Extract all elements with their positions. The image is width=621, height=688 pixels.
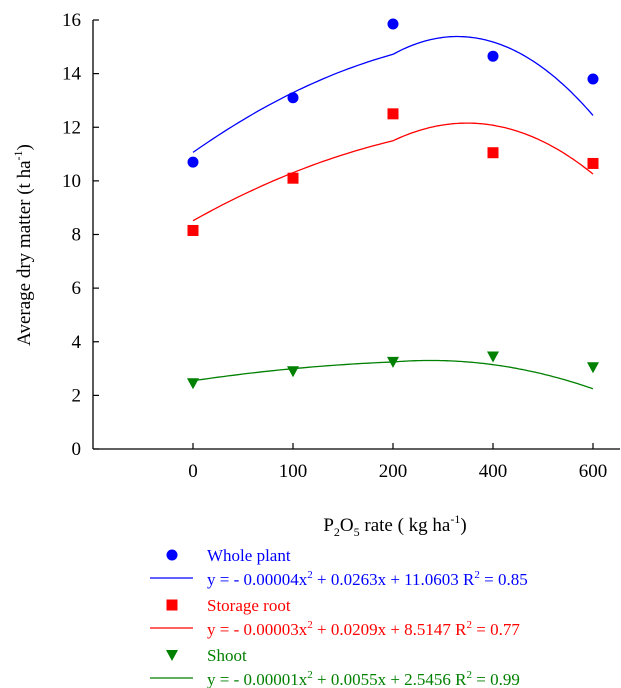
y-tick-label: 2: [72, 385, 82, 406]
data-point-whole-plant: [587, 73, 599, 85]
data-point-storage-root: [487, 147, 499, 159]
y-tick-label: 0: [72, 439, 82, 460]
x-tick-label: 400: [479, 461, 508, 482]
data-point-whole-plant: [187, 156, 199, 168]
data-point-shoot: [287, 366, 299, 378]
y-axis-label: Average dry matter (t ha-1): [11, 144, 35, 346]
x-tick-label: 600: [579, 461, 608, 482]
data-point-shoot: [487, 351, 499, 363]
y-tick-label: 8: [72, 225, 82, 246]
data-point-whole-plant: [487, 50, 499, 62]
legend-equation: y = - 0.00001x2 + 0.0055x + 2.5456 R2 = …: [207, 669, 520, 688]
fit-line-whole-plant: [192, 35, 594, 153]
fit-line-storage-root: [192, 122, 594, 222]
y-tick-label: 4: [72, 332, 82, 353]
legend-marker: [166, 599, 178, 611]
legend-label: Whole plant: [207, 546, 291, 565]
data-point-whole-plant: [287, 92, 299, 104]
data-point-storage-root: [587, 157, 599, 169]
x-tick-label: 0: [188, 461, 198, 482]
data-point-whole-plant: [387, 18, 399, 30]
fit-lines: [192, 35, 594, 390]
data-point-storage-root: [187, 224, 199, 236]
legend-marker: [166, 549, 178, 561]
y-tick-label: 14: [62, 64, 82, 85]
legend: Whole plant y = - 0.00004x2 + 0.0263x + 1…: [150, 546, 528, 688]
y-tick-label: 10: [62, 171, 81, 192]
x-axis-label: P2O5 rate ( kg ha-1): [323, 512, 466, 539]
x-tick-label: 200: [379, 461, 408, 482]
y-tick-label: 6: [72, 278, 82, 299]
data-point-shoot: [187, 378, 199, 390]
y-tick-label: 16: [62, 10, 81, 31]
legend-label: Storage root: [207, 596, 291, 615]
data-markers: [187, 18, 599, 390]
legend-equation: y = - 0.00004x2 + 0.0263x + 11.0603 R2 =…: [207, 569, 528, 589]
x-tick-label: 100: [279, 461, 308, 482]
data-point-shoot: [587, 362, 599, 374]
legend-label: Shoot: [207, 646, 247, 665]
y-tick-label: 12: [62, 117, 81, 138]
legend-equation: y = - 0.00003x2 + 0.0209x + 8.5147 R2 = …: [207, 619, 520, 639]
data-point-storage-root: [287, 172, 299, 184]
legend-marker: [166, 650, 178, 661]
data-point-storage-root: [387, 108, 399, 120]
data-point-shoot: [387, 356, 399, 368]
axes: 0 2 4 6 8 10 12 14 16 0 100 200 400 600: [62, 10, 620, 482]
